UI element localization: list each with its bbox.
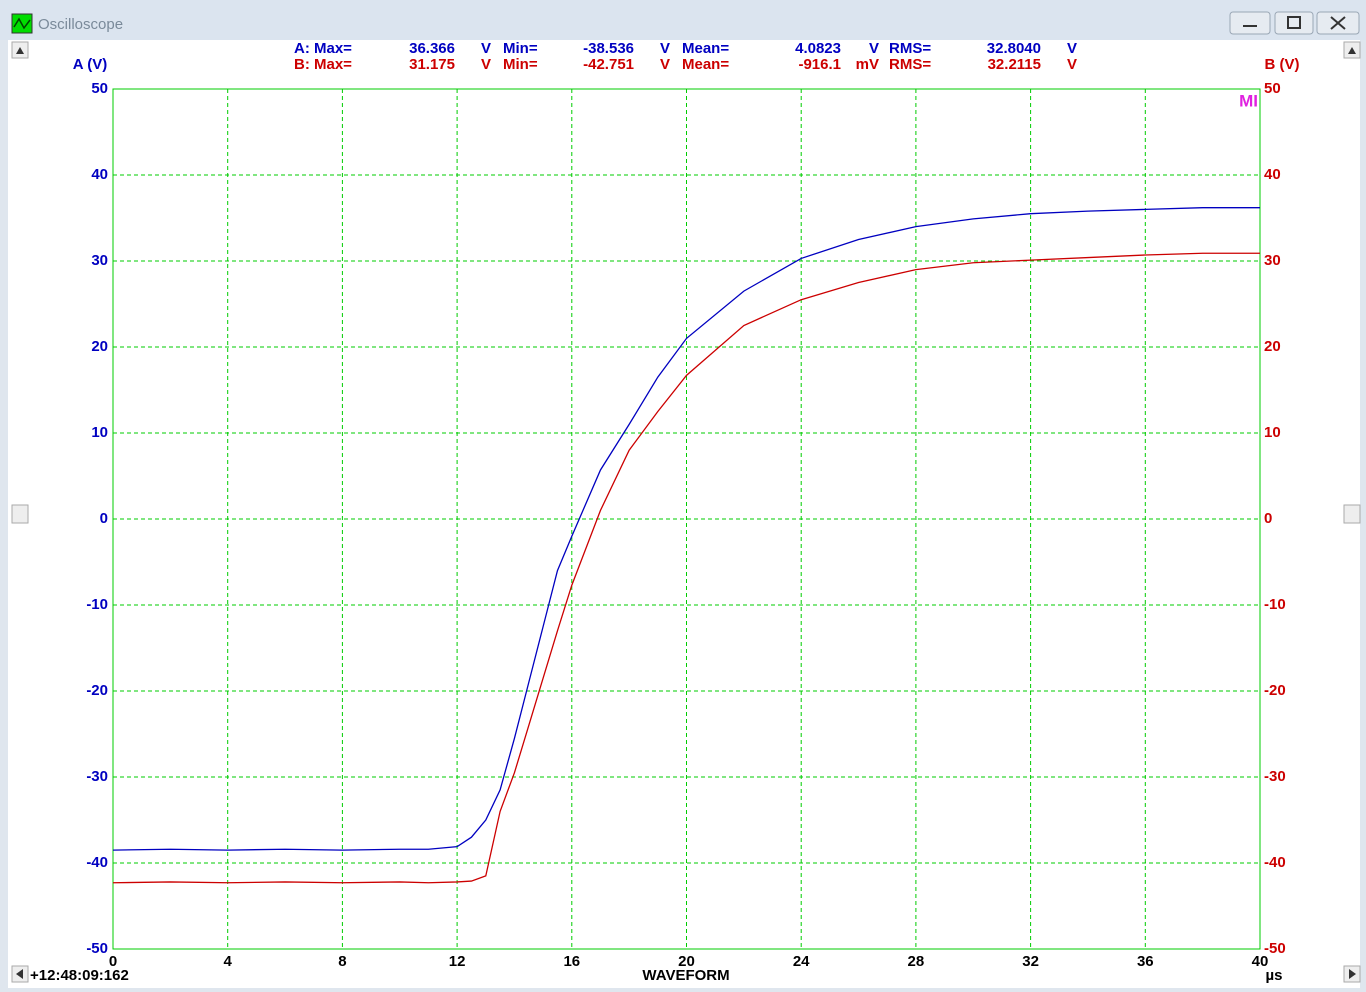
stat-text: V — [660, 40, 670, 57]
stat-text: V — [1067, 56, 1077, 73]
x-tick-label: 36 — [1137, 953, 1154, 970]
y2-tick-label: -50 — [1264, 940, 1286, 957]
stat-text: 4.0823 — [795, 40, 841, 57]
x-tick-label: 28 — [908, 953, 925, 970]
stat-text: B: Max= — [294, 56, 352, 73]
y2-tick-label: 50 — [1264, 80, 1281, 97]
x-tick-label: 24 — [793, 953, 810, 970]
y2-tick-label: 30 — [1264, 252, 1281, 269]
scroll-right-glyph — [1349, 969, 1356, 979]
y-tick-label: 10 — [91, 424, 108, 441]
scroll-up-glyph — [16, 47, 24, 54]
stat-text: Mean= — [682, 40, 729, 57]
scroll-left-glyph — [16, 969, 23, 979]
stat-text: 31.175 — [409, 56, 455, 73]
y2-tick-label: -30 — [1264, 768, 1286, 785]
x-tick-label: 20 — [678, 953, 695, 970]
y-tick-label: 20 — [91, 338, 108, 355]
y-tick-label: -10 — [86, 596, 108, 613]
x-tick-label: 40 — [1252, 953, 1269, 970]
y-tick-label: 0 — [100, 510, 108, 527]
y-tick-label: -30 — [86, 768, 108, 785]
x-tick-label: 32 — [1022, 953, 1039, 970]
stat-text: V — [481, 56, 491, 73]
scroll-thumb-right[interactable] — [1343, 504, 1361, 524]
x-tick-label: 16 — [563, 953, 580, 970]
y2-tick-label: -10 — [1264, 596, 1286, 613]
stat-text: RMS= — [889, 56, 931, 73]
x-tick-label: 8 — [338, 953, 346, 970]
y-tick-label: 40 — [91, 166, 108, 183]
stat-text: -42.751 — [583, 56, 634, 73]
y-axis-label: A (V) — [73, 56, 107, 73]
y-tick-label: -40 — [86, 854, 108, 871]
y-tick-label: 30 — [91, 252, 108, 269]
x-tick-label: 12 — [449, 953, 466, 970]
x-unit: µs — [1266, 967, 1283, 984]
stat-text: A: Max= — [294, 40, 352, 57]
timestamp: +12:48:09:162 — [30, 967, 129, 984]
y2-tick-label: 0 — [1264, 510, 1272, 527]
stat-text: 32.2115 — [988, 56, 1041, 73]
y2-tick-label: -20 — [1264, 682, 1286, 699]
y-tick-label: -50 — [86, 940, 108, 957]
app-icon-glyph — [13, 17, 31, 30]
plot-frame — [112, 88, 1261, 950]
stat-text: -38.536 — [583, 40, 634, 57]
y2-tick-label: 20 — [1264, 338, 1281, 355]
y2-tick-label: 40 — [1264, 166, 1281, 183]
series-line — [112, 252, 1260, 884]
stat-text: Min= — [503, 56, 538, 73]
marker-label: MI — [1239, 91, 1258, 110]
scroll-up-glyph-right — [1348, 47, 1356, 54]
stat-text: Mean= — [682, 56, 729, 73]
close-glyph — [1330, 16, 1346, 30]
y2-tick-label: -40 — [1264, 854, 1286, 871]
y-tick-label: 50 — [91, 80, 108, 97]
stat-text: V — [1067, 40, 1077, 57]
stat-text: V — [481, 40, 491, 57]
stat-text: mV — [856, 56, 879, 73]
x-tick-label: 0 — [109, 953, 117, 970]
maximize-glyph — [1287, 16, 1301, 29]
x-tick-label: 4 — [224, 953, 233, 970]
stat-text: -916.1 — [798, 56, 841, 73]
series-line — [112, 207, 1260, 851]
scroll-thumb[interactable] — [11, 504, 29, 524]
maximize-button[interactable] — [1274, 11, 1314, 35]
title-bar — [0, 0, 1366, 40]
stat-text: 32.8040 — [987, 40, 1041, 57]
stat-text: 36.366 — [409, 40, 455, 57]
window-title: Oscilloscope — [38, 16, 123, 33]
client-area — [8, 40, 1360, 988]
minimize-button[interactable] — [1229, 11, 1271, 35]
y2-axis-label: B (V) — [1265, 56, 1300, 73]
stat-text: Min= — [503, 40, 538, 57]
stat-text: RMS= — [889, 40, 931, 57]
y2-tick-label: 10 — [1264, 424, 1281, 441]
stat-text: V — [660, 56, 670, 73]
y-tick-label: -20 — [86, 682, 108, 699]
stat-text: V — [869, 40, 879, 57]
x-axis-label: WAVEFORM — [642, 967, 729, 984]
